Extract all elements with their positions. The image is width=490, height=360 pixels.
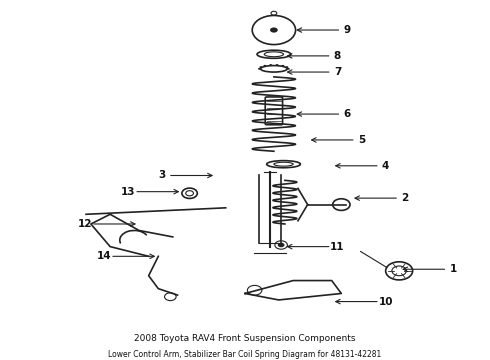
Circle shape [281,65,284,67]
Circle shape [259,66,262,68]
Circle shape [264,65,267,67]
Text: 9: 9 [343,25,351,35]
Circle shape [286,66,288,68]
Text: Lower Control Arm, Stabilizer Bar Coil Spring Diagram for 48131-42281: Lower Control Arm, Stabilizer Bar Coil S… [108,350,382,359]
Text: 4: 4 [382,161,390,171]
Text: 1: 1 [449,264,457,274]
Text: 5: 5 [358,135,365,145]
Text: 7: 7 [334,67,341,77]
Text: 3: 3 [159,171,166,180]
Circle shape [269,64,272,66]
Circle shape [287,68,290,70]
Text: 10: 10 [378,297,393,307]
Text: 14: 14 [97,251,112,261]
Text: 8: 8 [334,51,341,61]
Text: 12: 12 [78,219,92,229]
Circle shape [276,64,278,66]
Circle shape [270,27,278,33]
Text: 6: 6 [343,109,351,119]
Text: 2: 2 [401,193,409,203]
Text: 2008 Toyota RAV4 Front Suspension Components: 2008 Toyota RAV4 Front Suspension Compon… [134,334,356,343]
Circle shape [278,243,285,247]
Text: 11: 11 [330,242,345,252]
Circle shape [258,68,261,70]
Text: 13: 13 [121,186,136,197]
